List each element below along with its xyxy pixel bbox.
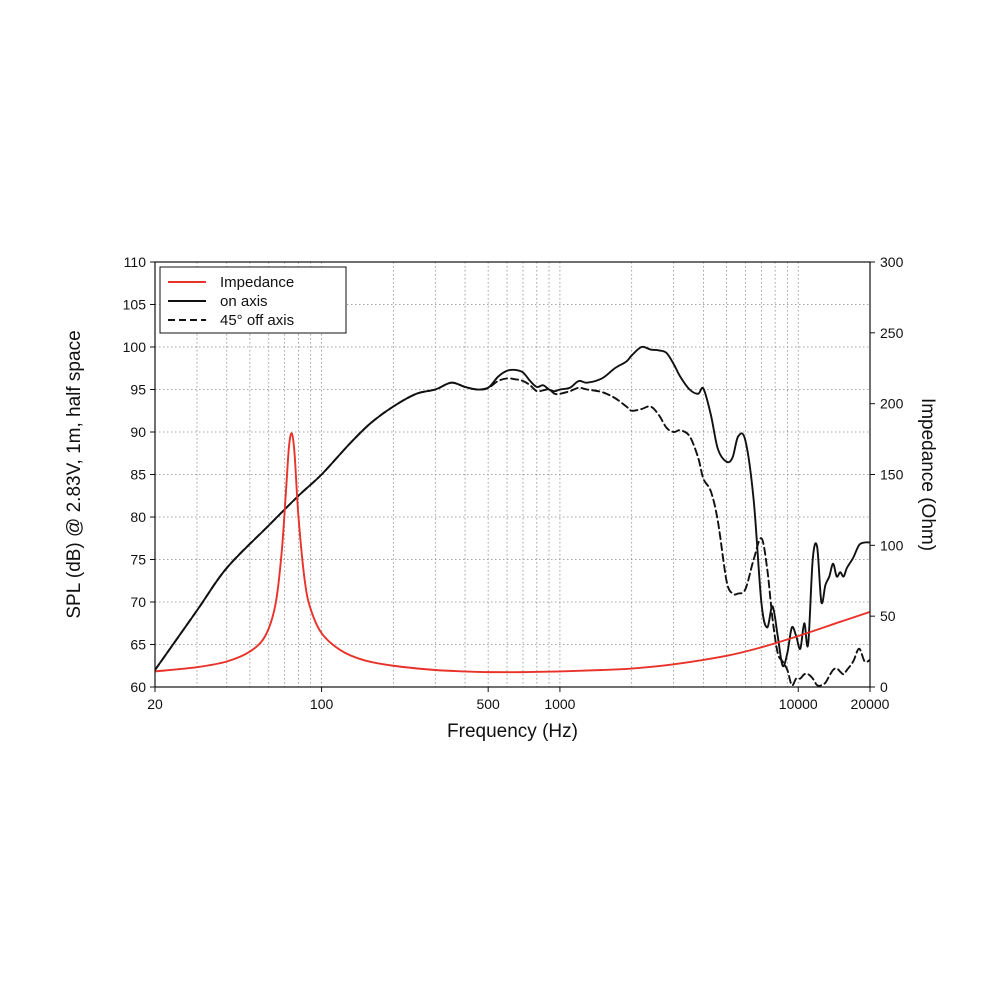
right-y-tick-label: 300: [880, 254, 904, 270]
left-y-tick-label: 85: [130, 467, 146, 483]
left-y-tick-label: 100: [123, 339, 147, 355]
legend-box: [159, 266, 347, 334]
left-y-axis-title: SPL (dB) @ 2.83V, 1m, half space: [64, 330, 85, 618]
right-y-tick-label: 200: [880, 396, 904, 412]
left-y-tick-label: 80: [130, 509, 146, 525]
x-tick-label: 1000: [544, 696, 575, 712]
right-y-axis-title: Impedance (Ohm): [917, 398, 938, 551]
ticks: 20 100 500 1000 10000 20000606570758085909510…: [123, 254, 904, 712]
left-y-tick-label: 105: [123, 297, 147, 313]
left-y-tick-label: 60: [130, 679, 146, 695]
right-y-tick-label: 150: [880, 467, 904, 483]
legend: Impedance on axis 45° off axis: [159, 266, 347, 334]
x-tick-label: 20000: [851, 696, 890, 712]
legend-label: on axis: [220, 293, 268, 310]
grid: [155, 262, 870, 687]
right-y-tick-label: 250: [880, 325, 904, 341]
x-axis-title: Frequency (Hz): [447, 721, 578, 742]
series-layer: [155, 345, 870, 687]
right-y-tick-label: 50: [880, 608, 896, 624]
right-y-tick-label: 100: [880, 537, 904, 553]
x-tick-label: 10000: [779, 696, 818, 712]
legend-label: 45° off axis: [220, 312, 294, 329]
right-y-tick-label: 0: [880, 679, 888, 695]
legend-label: Impedance: [220, 274, 294, 291]
x-tick-label: 20: [147, 696, 163, 712]
left-y-tick-label: 70: [130, 594, 146, 610]
left-y-tick-label: 90: [130, 424, 146, 440]
x-tick-label: 500: [476, 696, 500, 712]
series-line-impedance: [155, 432, 870, 674]
x-tick-label: 100: [310, 696, 334, 712]
left-y-tick-label: 95: [130, 382, 146, 398]
left-y-tick-label: 65: [130, 637, 146, 653]
series-line-45-off-axis: [155, 377, 870, 687]
left-y-tick-label: 110: [124, 254, 147, 270]
left-y-tick-label: 75: [130, 552, 146, 568]
